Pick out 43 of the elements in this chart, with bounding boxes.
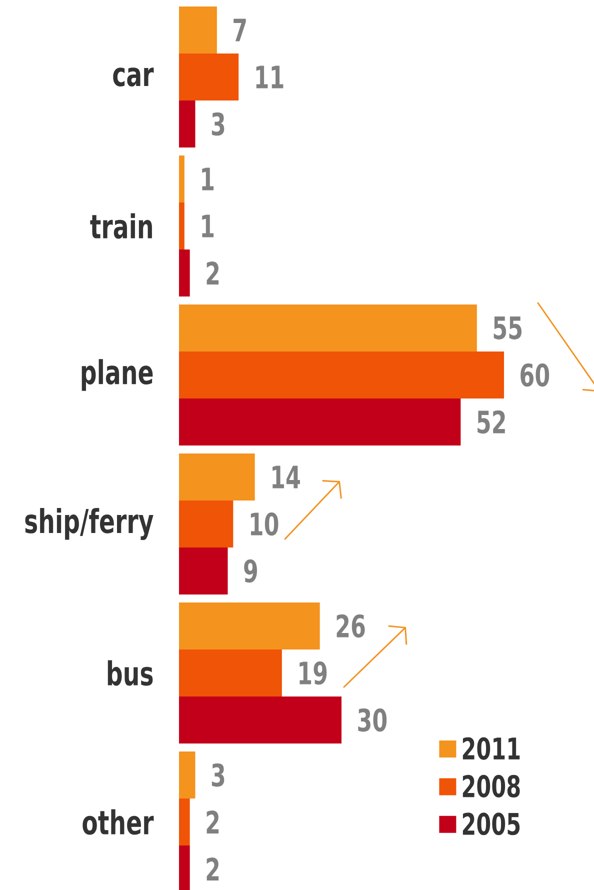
data-label: 14: [272, 466, 300, 488]
bar: [179, 352, 504, 399]
bar: [179, 752, 196, 799]
y-tick-label: car: [113, 68, 154, 86]
legend-label: 2011: [462, 737, 520, 760]
bar: [179, 202, 184, 250]
bar: [179, 696, 342, 744]
data-label: 2: [206, 810, 219, 834]
bar: [179, 54, 239, 101]
data-label: 2: [206, 858, 219, 880]
y-tick-label: bus: [108, 660, 153, 686]
bar: [179, 500, 234, 548]
data-label: 7: [234, 18, 246, 42]
data-label: 11: [256, 66, 284, 88]
bar: [179, 6, 217, 54]
bar: [179, 454, 255, 501]
bar: [179, 250, 190, 297]
data-label: 55: [494, 316, 522, 340]
data-label: 3: [212, 112, 224, 136]
data-label: 1: [202, 214, 214, 238]
bar: [179, 398, 461, 446]
bar: [179, 548, 228, 595]
data-label: 2: [206, 262, 219, 284]
y-tick-label: other: [82, 809, 154, 835]
bar: [179, 650, 282, 697]
y-tick-label: ship/ferry: [25, 508, 154, 540]
data-label: 9: [244, 559, 257, 583]
bar: [179, 304, 477, 352]
y-tick-label: train: [90, 213, 152, 239]
data-label: 52: [478, 410, 505, 434]
data-label: 1: [202, 168, 214, 190]
data-label: 26: [336, 614, 365, 638]
data-label: 30: [358, 708, 387, 732]
bar: [179, 602, 320, 650]
legend-label: 2008: [462, 774, 520, 798]
legend-label: 2005: [462, 812, 520, 836]
data-label: 60: [520, 363, 550, 387]
bar: [179, 100, 196, 148]
data-label: 10: [250, 512, 278, 536]
data-label: 19: [300, 661, 327, 685]
bar: [179, 156, 184, 203]
data-label: 3: [212, 763, 224, 787]
y-tick-label: plane: [82, 359, 153, 391]
